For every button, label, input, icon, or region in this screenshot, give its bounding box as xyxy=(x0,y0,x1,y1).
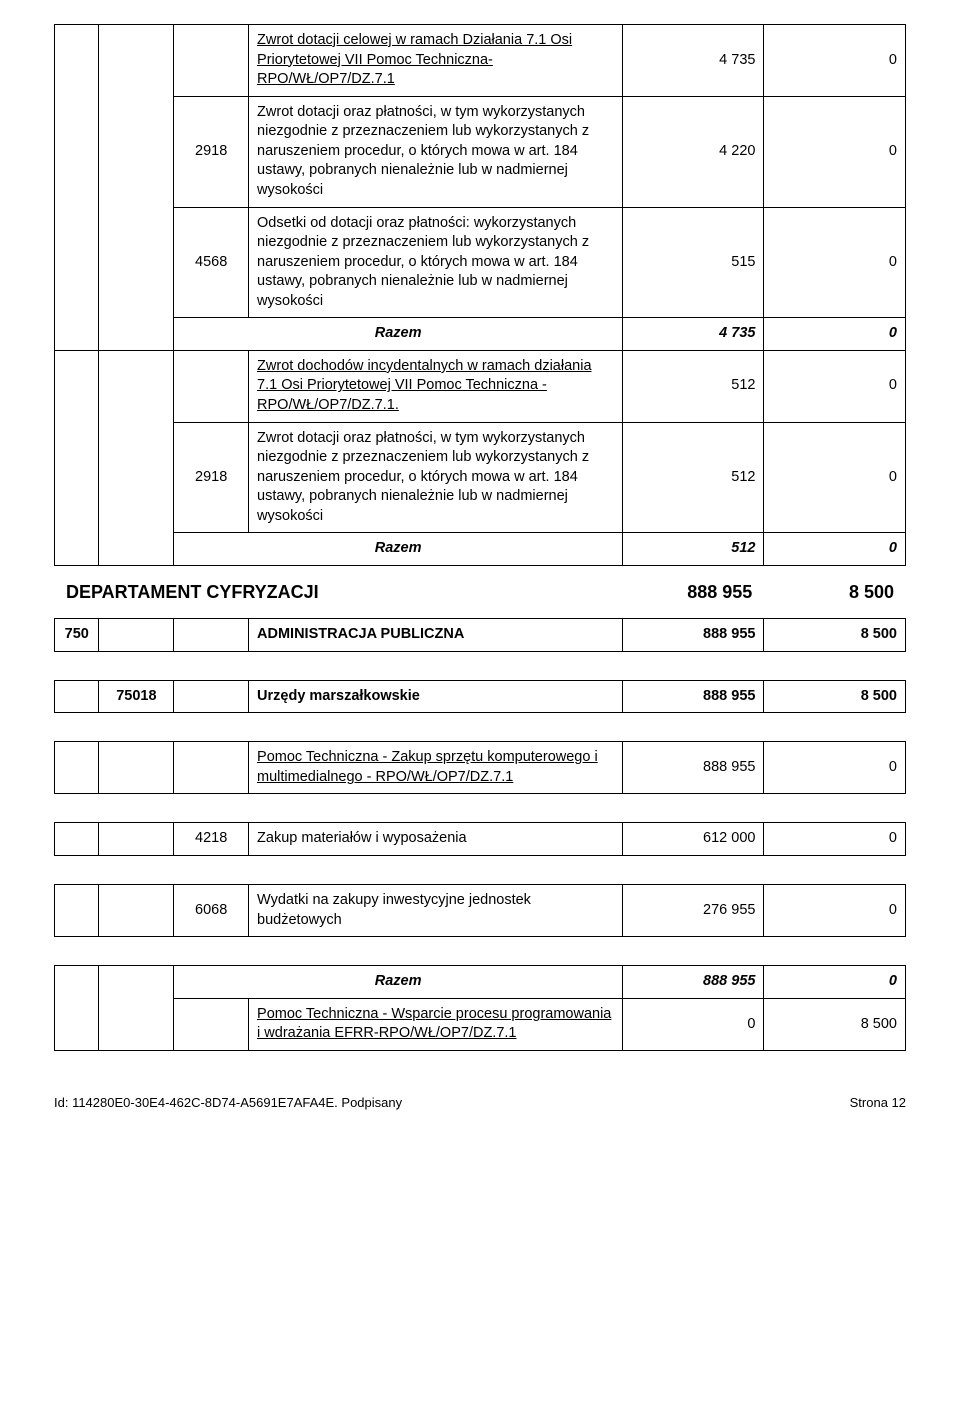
projekt-table-1: Pomoc Techniczna - Zakup sprzętu kompute… xyxy=(54,741,906,794)
value-cell: 888 955 xyxy=(622,680,763,713)
table-row: Zwrot dotacji celowej w ramach Działania… xyxy=(55,25,906,97)
table-row-sum: Razem 4 735 0 xyxy=(55,318,906,351)
code-cell: 750 xyxy=(55,619,99,652)
value-cell: 0 xyxy=(764,25,906,97)
department-name: DEPARTAMENT CYFRYZACJI xyxy=(54,566,623,618)
table-row: 6068 Wydatki na zakupy inwestycyjne jedn… xyxy=(55,885,906,937)
value-cell: 512 xyxy=(622,533,763,566)
desc-cell: Zwrot dotacji oraz płatności, w tym wyko… xyxy=(249,422,623,533)
desc-cell: Urzędy marszałkowskie xyxy=(249,680,623,713)
value-cell: 0 xyxy=(622,998,763,1050)
sum-label: Razem xyxy=(174,533,623,566)
table-row: 750 ADMINISTRACJA PUBLICZNA 888 955 8 50… xyxy=(55,619,906,652)
value-cell: 0 xyxy=(764,823,906,856)
razem-and-next-table: Razem 888 955 0 Pomoc Techniczna - Wspar… xyxy=(54,965,906,1051)
desc-cell: Odsetki od dotacji oraz płatności: wykor… xyxy=(249,207,623,318)
section-title: Pomoc Techniczna - Zakup sprzętu kompute… xyxy=(249,742,623,794)
value-cell: 0 xyxy=(764,207,906,318)
value-cell: 8 500 xyxy=(764,566,906,618)
table-row: 75018 Urzędy marszałkowskie 888 955 8 50… xyxy=(55,680,906,713)
value-cell: 0 xyxy=(764,966,906,999)
value-cell: 4 735 xyxy=(622,25,763,97)
code-cell: 6068 xyxy=(174,885,249,937)
spacer-table xyxy=(54,794,906,822)
table-row: Pomoc Techniczna - Zakup sprzętu kompute… xyxy=(55,742,906,794)
value-cell: 515 xyxy=(622,207,763,318)
value-cell: 4 735 xyxy=(622,318,763,351)
value-cell: 8 500 xyxy=(764,619,906,652)
value-cell: 8 500 xyxy=(764,998,906,1050)
table-row-sum: Razem 888 955 0 xyxy=(55,966,906,999)
budget-table-upper: Zwrot dotacji celowej w ramach Działania… xyxy=(54,24,906,566)
desc-cell: Wydatki na zakupy inwestycyjne jednostek… xyxy=(249,885,623,937)
code-cell: 75018 xyxy=(99,680,174,713)
rozdzial-table: 75018 Urzędy marszałkowskie 888 955 8 50… xyxy=(54,680,906,714)
value-cell: 888 955 xyxy=(622,619,763,652)
footer-id: Id: 114280E0-30E4-462C-8D74-A5691E7AFA4E… xyxy=(54,1095,402,1110)
spacer-table xyxy=(54,937,906,965)
value-cell: 0 xyxy=(764,350,906,422)
value-cell: 612 000 xyxy=(622,823,763,856)
sum-label: Razem xyxy=(174,966,623,999)
section-title: Zwrot dochodów incydentalnych w ramach d… xyxy=(249,350,623,422)
table-row: 4218 Zakup materiałów i wyposażenia 612 … xyxy=(55,823,906,856)
table-row: Pomoc Techniczna - Wsparcie procesu prog… xyxy=(55,998,906,1050)
value-cell: 0 xyxy=(764,96,906,207)
value-cell: 0 xyxy=(764,533,906,566)
code-cell: 2918 xyxy=(174,96,249,207)
table-row: Zwrot dochodów incydentalnych w ramach d… xyxy=(55,350,906,422)
spacer-table xyxy=(54,713,906,741)
value-cell: 888 955 xyxy=(622,742,763,794)
value-cell: 0 xyxy=(764,742,906,794)
value-cell: 512 xyxy=(622,422,763,533)
code-cell: 2918 xyxy=(174,422,249,533)
spacer-table xyxy=(54,856,906,884)
department-row: DEPARTAMENT CYFRYZACJI 888 955 8 500 xyxy=(54,566,906,618)
value-cell: 276 955 xyxy=(622,885,763,937)
desc-cell: ADMINISTRACJA PUBLICZNA xyxy=(249,619,623,652)
table-row: 4568 Odsetki od dotacji oraz płatności: … xyxy=(55,207,906,318)
value-cell: 0 xyxy=(764,885,906,937)
desc-cell: Zakup materiałów i wyposażenia xyxy=(249,823,623,856)
department-header-table: DEPARTAMENT CYFRYZACJI 888 955 8 500 xyxy=(54,566,906,618)
value-cell: 512 xyxy=(622,350,763,422)
value-cell: 0 xyxy=(764,318,906,351)
value-cell: 888 955 xyxy=(622,966,763,999)
value-cell: 888 955 xyxy=(623,566,765,618)
table-row: 2918 Zwrot dotacji oraz płatności, w tym… xyxy=(55,96,906,207)
desc-cell: Zwrot dotacji oraz płatności, w tym wyko… xyxy=(249,96,623,207)
section-title: Pomoc Techniczna - Wsparcie procesu prog… xyxy=(249,998,623,1050)
code-cell: 4218 xyxy=(174,823,249,856)
dzial-table: 750 ADMINISTRACJA PUBLICZNA 888 955 8 50… xyxy=(54,618,906,652)
section-title: Zwrot dotacji celowej w ramach Działania… xyxy=(249,25,623,97)
page-footer: Id: 114280E0-30E4-462C-8D74-A5691E7AFA4E… xyxy=(54,1051,906,1110)
code-cell: 4568 xyxy=(174,207,249,318)
paragraf-table-1: 4218 Zakup materiałów i wyposażenia 612 … xyxy=(54,822,906,856)
value-cell: 8 500 xyxy=(764,680,906,713)
paragraf-table-2: 6068 Wydatki na zakupy inwestycyjne jedn… xyxy=(54,884,906,937)
sum-label: Razem xyxy=(174,318,623,351)
spacer-table xyxy=(54,652,906,680)
footer-page: Strona 12 xyxy=(850,1095,906,1110)
value-cell: 0 xyxy=(764,422,906,533)
table-row: 2918 Zwrot dotacji oraz płatności, w tym… xyxy=(55,422,906,533)
value-cell: 4 220 xyxy=(622,96,763,207)
table-row-sum: Razem 512 0 xyxy=(55,533,906,566)
